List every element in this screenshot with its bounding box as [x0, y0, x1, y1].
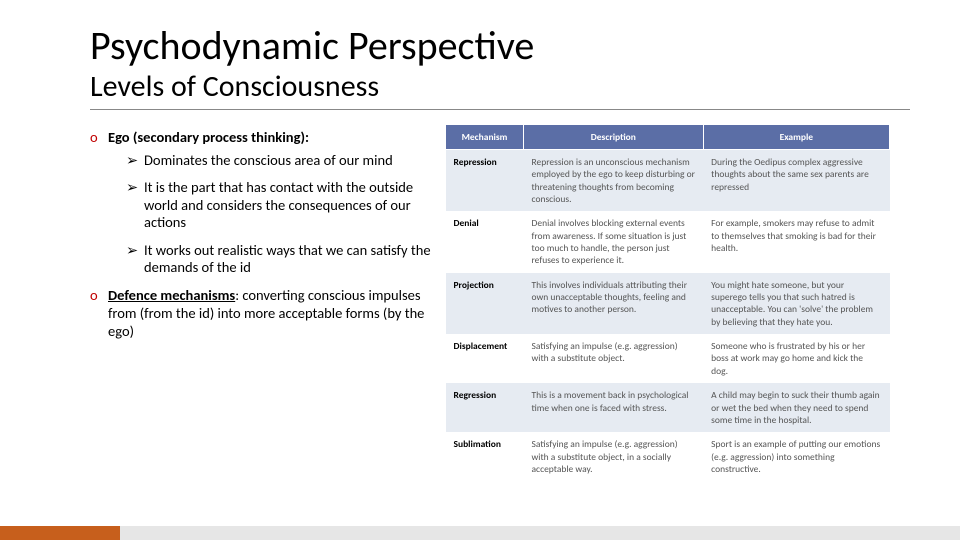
table-row: Projection This involves individuals att… — [446, 273, 890, 334]
cell-mechanism: Regression — [446, 383, 524, 432]
arrow-bullet-icon: ➢ — [126, 179, 144, 231]
cell-description: Repression is an unconscious mechanism e… — [524, 150, 704, 212]
table-row: Regression This is a movement back in ps… — [446, 383, 890, 432]
cell-example: You might hate someone, but your supereg… — [703, 273, 889, 334]
ego-label: Ego (secondary process thinking): — [108, 128, 309, 146]
circle-bullet-icon: o — [90, 286, 108, 340]
content-row: o Ego (secondary process thinking): ➢ Do… — [90, 128, 910, 481]
footer-bar — [0, 526, 960, 540]
cell-description: This is a movement back in psychological… — [524, 383, 704, 432]
table-row: Displacement Satisfying an impulse (e.g.… — [446, 334, 890, 383]
left-column: o Ego (secondary process thinking): ➢ Do… — [90, 128, 435, 481]
right-column: Mechanism Description Example Repression… — [445, 124, 890, 481]
ego-sublist: ➢ Dominates the conscious area of our mi… — [126, 152, 435, 276]
cell-example: For example, smokers may refuse to admit… — [703, 211, 889, 272]
defence-text: Defence mechanisms: converting conscious… — [108, 286, 435, 340]
cell-example: A child may begin to suck their thumb ag… — [703, 383, 889, 432]
cell-mechanism: Denial — [446, 211, 524, 272]
cell-mechanism: Projection — [446, 273, 524, 334]
bullet-defence: o Defence mechanisms: converting conscio… — [90, 286, 435, 340]
cell-mechanism: Repression — [446, 150, 524, 212]
cell-mechanism: Displacement — [446, 334, 524, 383]
circle-bullet-icon: o — [90, 128, 108, 146]
bullet-ego: o Ego (secondary process thinking): — [90, 128, 435, 146]
page-title: Psychodynamic Perspective — [90, 24, 910, 68]
cell-description: Denial involves blocking external events… — [524, 211, 704, 272]
table-row: Denial Denial involves blocking external… — [446, 211, 890, 272]
table-header: Example — [703, 125, 889, 150]
mechanisms-table: Mechanism Description Example Repression… — [445, 124, 890, 481]
cell-example: Someone who is frustrated by his or her … — [703, 334, 889, 383]
arrow-bullet-icon: ➢ — [126, 152, 144, 169]
ego-point-text: It is the part that has contact with the… — [144, 179, 435, 231]
ego-point: ➢ Dominates the conscious area of our mi… — [126, 152, 435, 169]
ego-point: ➢ It is the part that has contact with t… — [126, 179, 435, 231]
table-header: Mechanism — [446, 125, 524, 150]
cell-mechanism: Sublimation — [446, 432, 524, 481]
cell-description: Satisfying an impulse (e.g. aggression) … — [524, 432, 704, 481]
arrow-bullet-icon: ➢ — [126, 242, 144, 277]
table-row: Repression Repression is an unconscious … — [446, 150, 890, 212]
footer-fill — [120, 526, 960, 540]
ego-point-text: It works out realistic ways that we can … — [144, 242, 435, 277]
cell-description: Satisfying an impulse (e.g. aggression) … — [524, 334, 704, 383]
cell-example: During the Oedipus complex aggressive th… — [703, 150, 889, 212]
slide-body: Psychodynamic Perspective Levels of Cons… — [0, 0, 960, 481]
ego-point-text: Dominates the conscious area of our mind — [144, 152, 393, 169]
cell-description: This involves individuals attributing th… — [524, 273, 704, 334]
table-header: Description — [524, 125, 704, 150]
table-row: Sublimation Satisfying an impulse (e.g. … — [446, 432, 890, 481]
ego-point: ➢ It works out realistic ways that we ca… — [126, 242, 435, 277]
page-subtitle: Levels of Consciousness — [90, 68, 910, 110]
cell-example: Sport is an example of putting our emoti… — [703, 432, 889, 481]
footer-accent — [0, 526, 120, 540]
